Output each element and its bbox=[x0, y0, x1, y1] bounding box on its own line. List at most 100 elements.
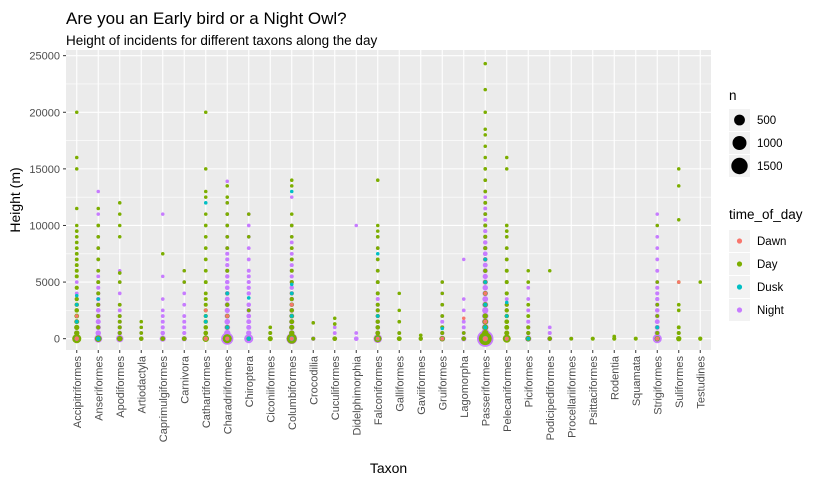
data-point bbox=[182, 291, 187, 296]
data-point bbox=[504, 330, 510, 336]
x-tick-label: Lagomorpha bbox=[459, 355, 471, 418]
data-point bbox=[289, 263, 294, 268]
x-tick-label: Ciconiiformes bbox=[265, 356, 277, 423]
data-point bbox=[160, 212, 165, 216]
data-point bbox=[504, 268, 509, 273]
data-point bbox=[375, 308, 380, 313]
data-point bbox=[655, 285, 660, 290]
data-point bbox=[482, 307, 489, 314]
data-point bbox=[375, 319, 380, 324]
data-point bbox=[676, 167, 681, 171]
color-legend-dot bbox=[736, 307, 743, 313]
size-legend-dot bbox=[734, 114, 745, 126]
data-point bbox=[504, 280, 509, 285]
data-point bbox=[96, 268, 101, 273]
data-point bbox=[138, 336, 144, 341]
data-point bbox=[225, 223, 230, 228]
data-point bbox=[655, 246, 660, 250]
data-point bbox=[225, 234, 230, 239]
data-point bbox=[289, 195, 294, 199]
data-point bbox=[655, 331, 660, 336]
data-point bbox=[203, 167, 208, 171]
data-point bbox=[547, 331, 552, 336]
data-point bbox=[483, 155, 488, 160]
x-tick-label: Pelecaniformes bbox=[502, 356, 514, 432]
data-point bbox=[375, 246, 380, 250]
data-point bbox=[526, 336, 531, 341]
data-point bbox=[225, 201, 230, 205]
data-point bbox=[203, 302, 208, 307]
data-point bbox=[655, 212, 660, 216]
x-tick-label: Artiodactyla bbox=[136, 355, 148, 413]
data-point bbox=[96, 234, 101, 239]
data-point bbox=[504, 234, 509, 239]
data-point bbox=[483, 217, 488, 222]
data-point bbox=[96, 246, 101, 250]
data-point bbox=[246, 223, 251, 228]
data-point bbox=[117, 330, 122, 336]
data-point bbox=[225, 274, 230, 279]
size-legend-dot bbox=[732, 136, 747, 150]
data-point bbox=[396, 336, 402, 342]
data-point bbox=[504, 297, 509, 302]
data-point bbox=[698, 336, 703, 341]
x-tick-label: Chiroptera bbox=[244, 355, 256, 407]
x-tick-label: Charadriiformes bbox=[222, 356, 234, 435]
data-point bbox=[482, 313, 488, 319]
data-point bbox=[354, 223, 359, 228]
size-legend-label: 500 bbox=[757, 115, 776, 127]
data-point bbox=[375, 234, 380, 239]
data-point bbox=[482, 240, 488, 245]
y-tick-label: 15000 bbox=[29, 164, 60, 176]
data-point bbox=[375, 280, 380, 285]
data-point bbox=[483, 319, 488, 324]
data-point bbox=[225, 268, 230, 273]
data-point bbox=[96, 212, 101, 216]
data-point bbox=[440, 326, 445, 331]
data-point bbox=[461, 316, 466, 321]
data-point bbox=[246, 291, 251, 296]
data-point bbox=[418, 336, 423, 341]
y-axis-title: Height (m) bbox=[7, 167, 23, 232]
data-point bbox=[139, 325, 144, 330]
data-point bbox=[504, 223, 509, 228]
data-point bbox=[440, 302, 445, 307]
color-legend-label: Day bbox=[757, 259, 778, 271]
data-point bbox=[203, 291, 208, 296]
data-point bbox=[483, 302, 488, 307]
y-tick-label: 25000 bbox=[29, 51, 60, 63]
x-tick-label: Anseriformes bbox=[93, 356, 105, 421]
size-legend-dot bbox=[731, 157, 748, 175]
data-point bbox=[74, 167, 79, 171]
data-point bbox=[246, 330, 252, 336]
data-point bbox=[698, 280, 703, 284]
data-point bbox=[225, 179, 230, 184]
data-point bbox=[375, 268, 380, 273]
chart-subtitle: Height of incidents for different taxons… bbox=[66, 33, 377, 48]
data-point bbox=[483, 144, 488, 148]
data-point bbox=[375, 252, 380, 256]
data-point bbox=[289, 330, 295, 336]
data-point bbox=[160, 336, 166, 342]
data-point bbox=[461, 325, 466, 330]
data-point bbox=[182, 280, 187, 284]
data-point bbox=[225, 212, 230, 216]
data-point bbox=[117, 212, 122, 216]
data-point bbox=[96, 280, 101, 285]
data-point bbox=[117, 319, 122, 324]
data-point bbox=[289, 234, 294, 239]
data-point bbox=[526, 285, 531, 290]
data-point bbox=[526, 319, 531, 324]
data-point bbox=[676, 184, 681, 188]
data-point bbox=[203, 319, 208, 324]
data-point bbox=[676, 302, 681, 307]
data-point bbox=[74, 110, 79, 115]
data-point bbox=[289, 291, 294, 296]
color-legend-dot bbox=[736, 261, 743, 267]
data-point bbox=[74, 223, 79, 228]
data-point bbox=[655, 296, 660, 302]
data-point bbox=[483, 212, 488, 217]
data-point bbox=[547, 268, 552, 273]
data-point bbox=[440, 336, 445, 341]
data-point bbox=[224, 296, 230, 302]
